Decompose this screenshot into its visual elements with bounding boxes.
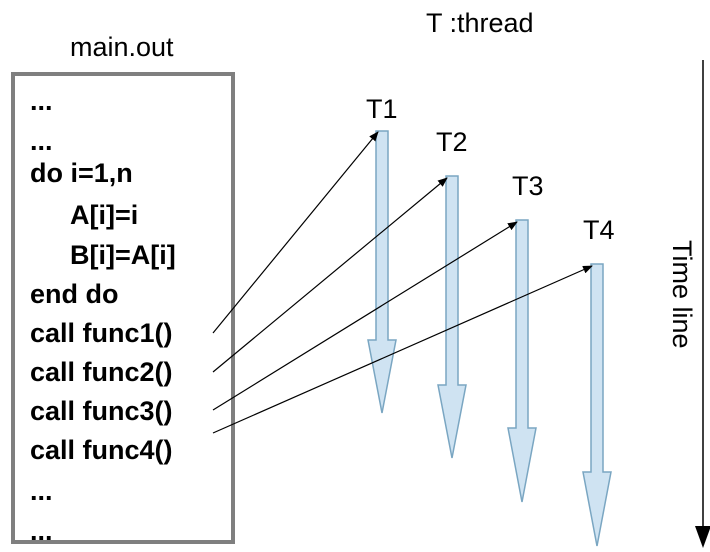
timeline-label: Time line — [667, 240, 697, 349]
timeline-arrowhead — [695, 526, 710, 548]
code-line: ... — [30, 516, 53, 546]
code-line: ... — [30, 476, 53, 506]
thread-arrow-t4 — [582, 263, 612, 547]
thread-label-t2: T2 — [436, 127, 468, 157]
code-line: ... — [30, 86, 53, 116]
call-arrow-func4 — [212, 265, 593, 434]
code-line: ... — [30, 126, 53, 156]
thread-label-t4: T4 — [583, 215, 615, 245]
code-line: call func4() — [30, 435, 173, 465]
call-arrow-func2 — [212, 177, 448, 373]
code-line: call func3() — [30, 396, 173, 426]
code-line: end do — [30, 279, 119, 309]
thread-arrow-t1 — [367, 130, 397, 414]
code-line: call func2() — [30, 357, 173, 387]
thread-legend: T :thread — [426, 8, 534, 38]
call-arrow-func3 — [212, 221, 518, 411]
file-title: main.out — [70, 32, 174, 62]
call-arrow-func1 — [212, 131, 379, 334]
thread-label-t1: T1 — [366, 94, 398, 124]
code-line: A[i]=i — [70, 200, 139, 230]
thread-label-t3: T3 — [512, 171, 544, 201]
thread-arrow-t3 — [507, 219, 537, 503]
thread-arrow-t2 — [437, 175, 467, 459]
code-line: call func1() — [30, 318, 173, 348]
code-line: do i=1,n — [30, 158, 133, 188]
code-line: B[i]=A[i] — [70, 240, 176, 270]
